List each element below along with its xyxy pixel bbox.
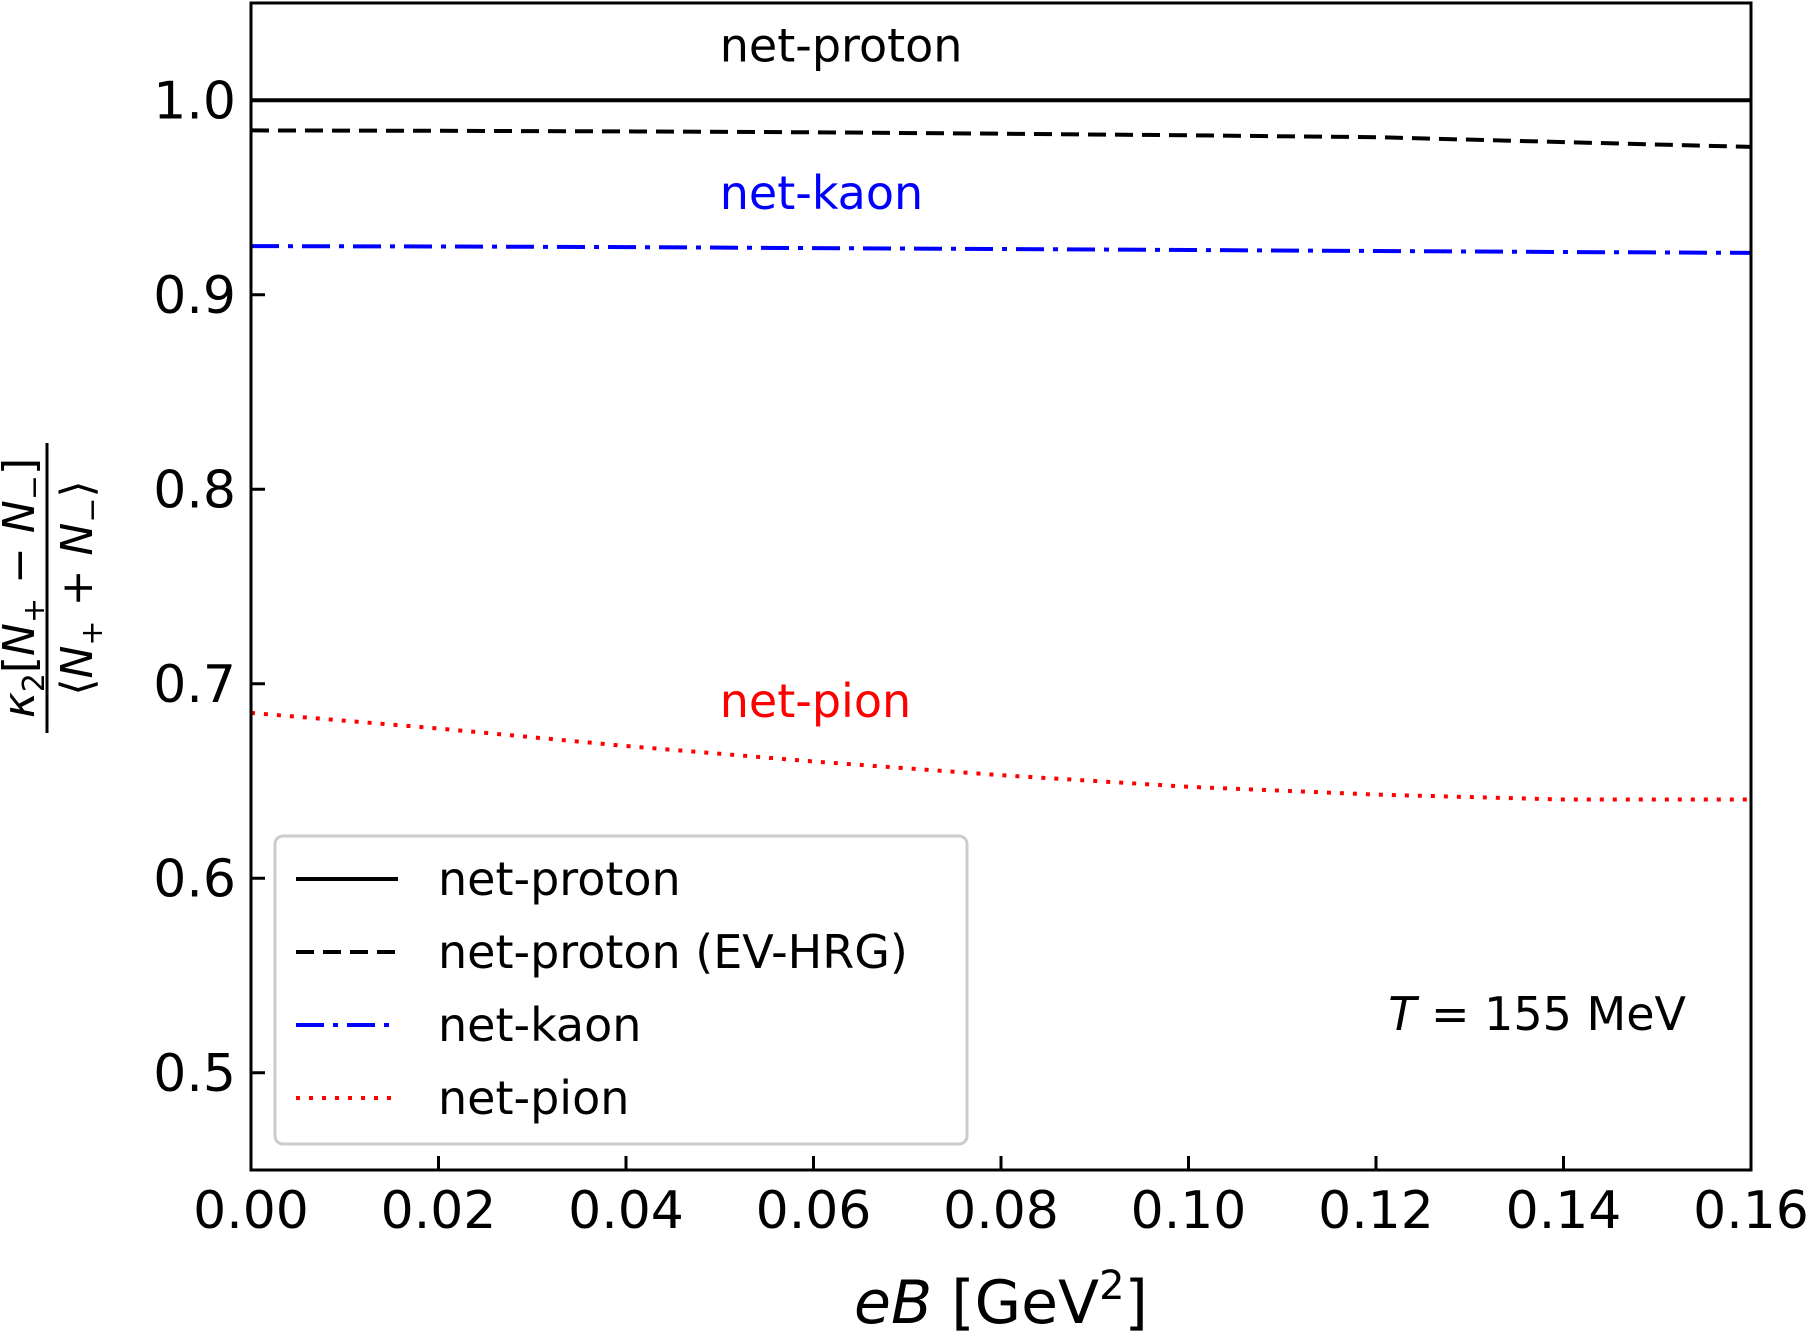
y-axis-label-numerator: κ2[N+ − N−] bbox=[0, 458, 52, 718]
y-axis-label: κ2[N+ − N−] ⟨N+ + N−⟩ bbox=[0, 443, 110, 733]
curve-label-layer: net-proton net-kaon net-pion bbox=[720, 18, 963, 727]
x-tick-label: 0.00 bbox=[193, 1181, 309, 1241]
x-axis-label-unit: GeV bbox=[975, 1268, 1099, 1335]
temperature-annotation: T = 155 MeV bbox=[1388, 987, 1686, 1041]
series-line-net-proton-ev-hrg bbox=[251, 128, 1751, 149]
curve-label-net-kaon: net-kaon bbox=[720, 166, 923, 220]
legend-label-net-proton: net-proton bbox=[438, 852, 681, 906]
x-tick-label: 0.06 bbox=[756, 1181, 872, 1241]
series-line-net-kaon bbox=[251, 244, 1751, 255]
x-axis-label-exponent: 2 bbox=[1099, 1263, 1124, 1309]
x-tick-label: 0.16 bbox=[1693, 1181, 1809, 1241]
x-tick-label: 0.12 bbox=[1318, 1181, 1434, 1241]
x-tick-label: 0.02 bbox=[381, 1181, 497, 1241]
curve-label-net-proton: net-proton bbox=[720, 18, 963, 72]
series-layer bbox=[251, 98, 1751, 802]
series-line-net-pion bbox=[251, 710, 1751, 802]
x-axis-label-var: eB bbox=[854, 1268, 932, 1335]
x-tick-label: 0.04 bbox=[568, 1181, 684, 1241]
tick-layer: 0.00 0.02 0.04 0.06 0.08 0.10 0.12 0.14 0.16 0.5 0… bbox=[153, 71, 1809, 1241]
y-tick-label: 0.8 bbox=[153, 460, 236, 520]
x-tick-label: 0.08 bbox=[943, 1181, 1059, 1241]
legend-entries: net-proton net-proton (EV-HRG) net-kaon net… bbox=[296, 852, 908, 1125]
legend: net-proton net-proton (EV-HRG) net-kaon net… bbox=[273, 834, 969, 1146]
y-axis-label-denominator: ⟨N+ + N−⟩ bbox=[52, 480, 110, 695]
curve-label-net-pion: net-pion bbox=[720, 674, 911, 728]
y-tick-label: 0.7 bbox=[153, 655, 236, 715]
legend-label-net-kaon: net-kaon bbox=[438, 998, 641, 1052]
y-tick-label: 0.5 bbox=[153, 1044, 236, 1104]
legend-label-net-pion: net-pion bbox=[438, 1071, 629, 1125]
legend-label-net-proton-ev-hrg: net-proton (EV-HRG) bbox=[438, 925, 908, 979]
y-tick-label: 0.6 bbox=[153, 849, 236, 909]
y-tick-label: 0.9 bbox=[153, 266, 236, 326]
x-tick-label: 0.14 bbox=[1506, 1181, 1622, 1241]
legend-box bbox=[273, 834, 969, 1146]
y-tick-label: 1.0 bbox=[153, 71, 236, 131]
x-axis-label: eB [GeV2] bbox=[854, 1263, 1148, 1335]
x-tick-label: 0.10 bbox=[1131, 1181, 1247, 1241]
